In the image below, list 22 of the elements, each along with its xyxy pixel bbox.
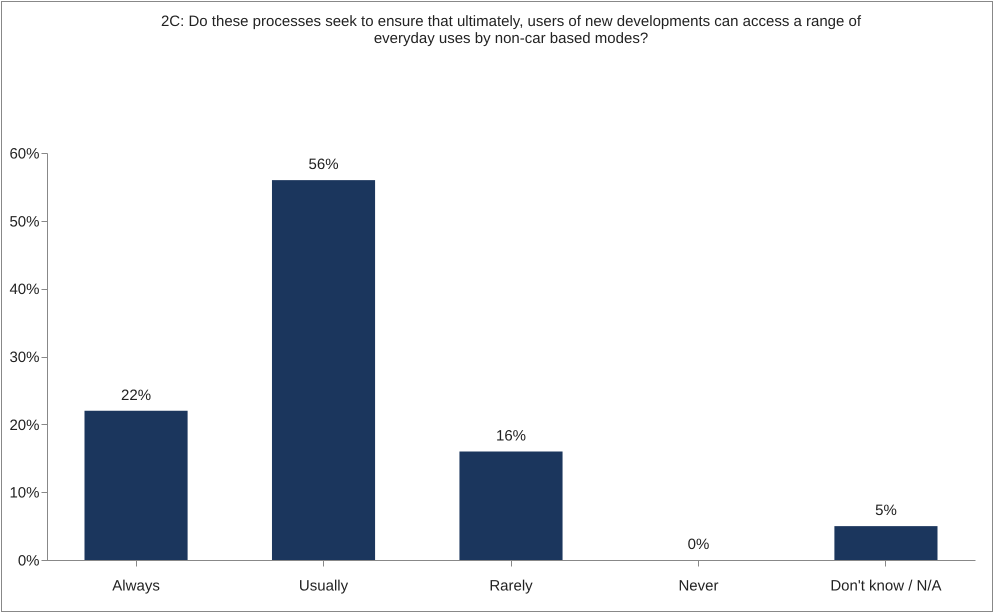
y-tick-label: 50%	[9, 213, 40, 230]
chart-title: 2C: Do these processes seek to ensure that ultimately, users of new developments can access a range of everyday uses by non-car based modes?	[160, 13, 862, 47]
x-tick-label: Always	[112, 578, 160, 594]
y-tick-label: 60%	[9, 146, 40, 162]
data-label: 56%	[308, 156, 339, 174]
y-tick-label: 20%	[9, 416, 40, 434]
x-tick-label: Usually	[298, 578, 349, 594]
x-tick-label: Don't know / N/A	[830, 578, 942, 594]
data-label: 22%	[121, 386, 152, 404]
y-tick-label: 10%	[9, 484, 40, 502]
y-tick-label: 40%	[9, 281, 40, 298]
bar	[84, 410, 188, 560]
bar	[834, 526, 938, 560]
y-tick-label: 30%	[9, 349, 40, 366]
bar	[272, 180, 376, 560]
data-label: 16%	[496, 427, 526, 444]
x-tick-label: Rarely	[489, 578, 534, 594]
data-label: 5%	[875, 502, 897, 520]
x-tick-label: Never	[678, 578, 718, 594]
bar	[459, 451, 563, 560]
data-label: 0%	[688, 536, 710, 553]
y-tick-label: 0%	[18, 552, 40, 570]
